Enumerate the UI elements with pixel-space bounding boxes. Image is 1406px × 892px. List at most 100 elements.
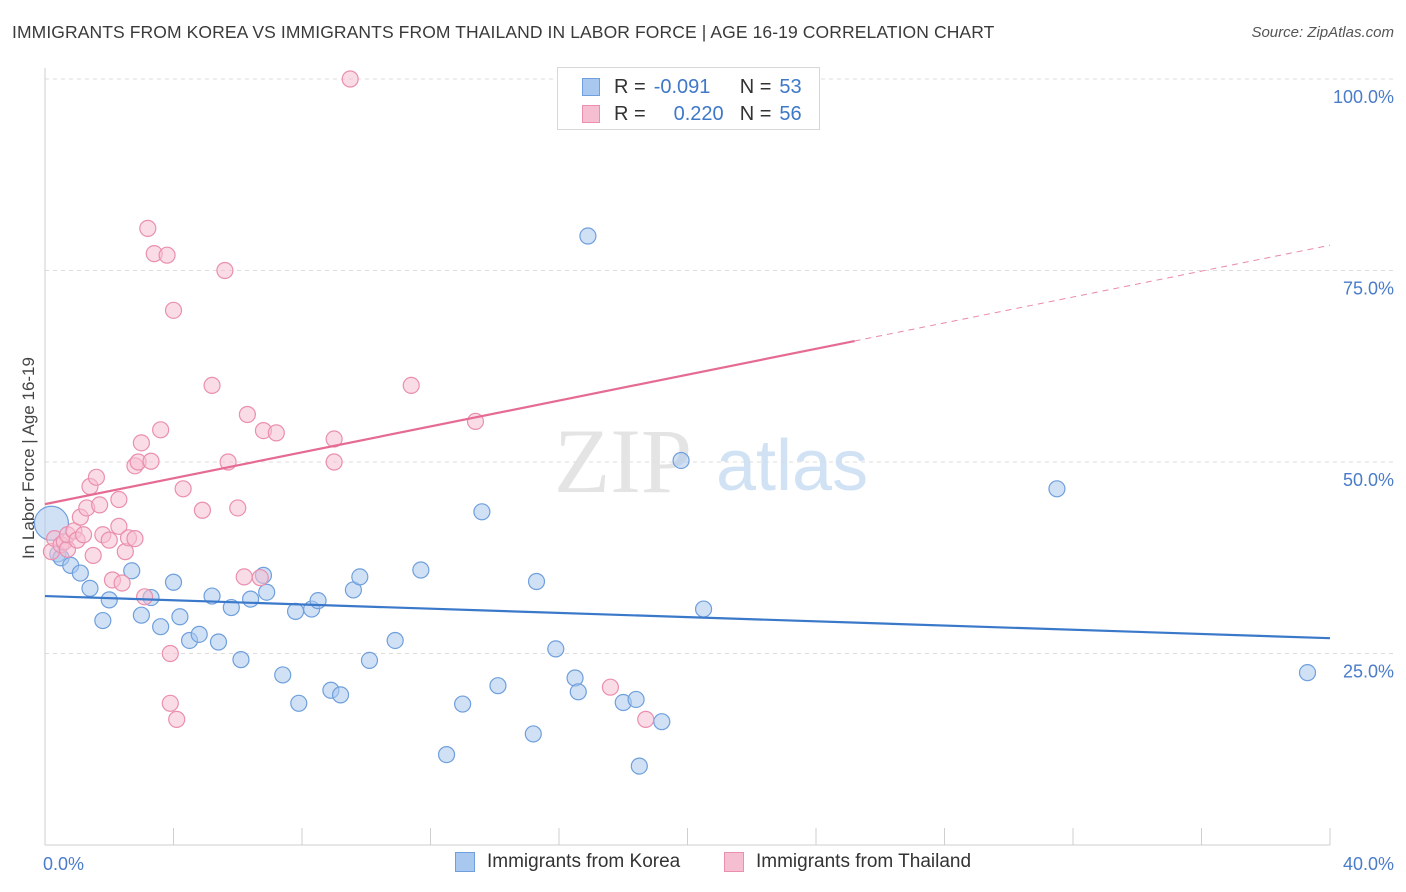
watermark-zip: ZIP bbox=[554, 410, 692, 512]
korea-point bbox=[222, 598, 240, 617]
korea-point bbox=[290, 694, 308, 712]
thailand-trend-line bbox=[44, 339, 855, 506]
korea-point bbox=[100, 591, 118, 609]
thailand-point bbox=[637, 710, 655, 728]
korea-point bbox=[171, 608, 189, 626]
thailand-n-label: N = bbox=[739, 102, 772, 125]
korea-point bbox=[524, 725, 542, 743]
korea-point bbox=[81, 579, 99, 597]
grid-lines bbox=[45, 78, 1394, 654]
stats-row-korea: R = -0.091 N = 53 bbox=[582, 76, 802, 98]
korea-point bbox=[152, 618, 170, 636]
korea-n-label: N = bbox=[739, 75, 772, 98]
thailand-point bbox=[91, 496, 109, 514]
y-axis-label: In Labor Force | Age 16-19 bbox=[19, 357, 38, 559]
korea-point bbox=[1048, 480, 1066, 498]
korea-r-value: -0.091 bbox=[653, 75, 711, 98]
korea-r-label: R = bbox=[614, 75, 646, 98]
korea-point bbox=[627, 690, 645, 709]
korea-point bbox=[579, 227, 597, 245]
thailand-point bbox=[139, 219, 157, 237]
korea-point bbox=[489, 677, 507, 695]
thailand-point bbox=[164, 301, 183, 319]
thailand-r-label: R = bbox=[614, 102, 646, 125]
thailand-point bbox=[126, 529, 144, 548]
thailand-point bbox=[402, 376, 420, 394]
korea-point bbox=[164, 573, 183, 591]
source-label: Source: ZipAtlas.com bbox=[1251, 24, 1394, 41]
thailand-r-value: 0.220 bbox=[673, 102, 724, 125]
korea-trend-line bbox=[44, 594, 1331, 640]
thailand-trend-extension bbox=[854, 244, 1331, 342]
legend-thailand-swatch bbox=[724, 852, 744, 872]
korea-point bbox=[132, 606, 150, 624]
korea-point bbox=[1298, 664, 1317, 682]
thailand-point bbox=[110, 517, 128, 535]
watermark: ZIP atlas bbox=[554, 410, 868, 512]
thailand-point bbox=[235, 568, 253, 586]
thailand-point bbox=[193, 501, 212, 519]
korea-point bbox=[694, 600, 713, 618]
thailand-point bbox=[87, 468, 106, 486]
korea-point bbox=[203, 587, 221, 605]
legend-korea-swatch bbox=[455, 852, 475, 872]
thailand-point bbox=[142, 452, 160, 470]
korea-n-value: 53 bbox=[779, 75, 802, 98]
legend-korea-label: Immigrants from Korea bbox=[487, 851, 681, 872]
y-tick-label: 100.0% bbox=[1333, 87, 1394, 107]
watermark-atlas: atlas bbox=[716, 426, 868, 506]
korea-point bbox=[527, 572, 546, 591]
korea-point bbox=[672, 451, 690, 470]
thailand-point bbox=[152, 421, 170, 439]
korea-point bbox=[437, 746, 456, 764]
korea-point bbox=[412, 561, 430, 579]
thailand-point bbox=[168, 710, 186, 728]
korea-point bbox=[386, 631, 404, 650]
thailand-n-value: 56 bbox=[779, 102, 802, 125]
thailand-point bbox=[113, 574, 131, 592]
korea-point bbox=[454, 695, 472, 713]
thailand-point bbox=[203, 376, 221, 394]
thailand-point bbox=[251, 569, 269, 587]
thailand-point bbox=[174, 480, 192, 498]
thailand-point bbox=[84, 546, 102, 565]
thailand-point bbox=[161, 694, 179, 712]
korea-point bbox=[286, 602, 305, 620]
legend-item-thailand[interactable]: Immigrants from Thailand bbox=[724, 851, 971, 873]
korea-point bbox=[630, 757, 648, 775]
korea-point bbox=[547, 640, 565, 658]
thailand-point bbox=[161, 644, 179, 663]
korea-point bbox=[569, 683, 587, 701]
thailand-point bbox=[132, 434, 150, 452]
korea-point bbox=[190, 625, 208, 643]
thailand-point bbox=[158, 246, 176, 264]
legend-item-korea[interactable]: Immigrants from Korea bbox=[455, 851, 680, 873]
legend-thailand-label: Immigrants from Thailand bbox=[756, 851, 972, 872]
korea-point bbox=[94, 611, 112, 630]
thailand-point bbox=[216, 261, 234, 280]
x-tick-label: 40.0% bbox=[1343, 854, 1394, 874]
korea-point bbox=[351, 568, 369, 586]
thailand-point bbox=[267, 424, 285, 442]
thailand-point bbox=[100, 531, 118, 549]
korea-point bbox=[71, 564, 89, 582]
thailand-point bbox=[601, 678, 620, 696]
chart-title: IMMIGRANTS FROM KOREA VS IMMIGRANTS FROM… bbox=[12, 22, 995, 42]
thailand-point bbox=[229, 499, 247, 517]
series-legend: Immigrants from Korea Immigrants from Th… bbox=[0, 851, 1406, 877]
y-tick-label: 25.0% bbox=[1343, 662, 1394, 682]
korea-point bbox=[653, 713, 671, 731]
stats-row-thailand: R = 0.220 N = 56 bbox=[582, 103, 802, 125]
y-tick-label: 50.0% bbox=[1343, 470, 1394, 490]
y-tick-label: 75.0% bbox=[1343, 279, 1394, 299]
trend-lines bbox=[44, 244, 1331, 640]
korea-swatch bbox=[582, 78, 600, 96]
korea-point bbox=[274, 666, 292, 684]
axes bbox=[44, 68, 1331, 846]
korea-point bbox=[209, 633, 228, 651]
stats-legend: R = -0.091 N = 53 R = 0.220 N = 56 bbox=[557, 67, 820, 130]
thailand-swatch bbox=[582, 105, 600, 123]
thailand-point bbox=[325, 430, 343, 448]
thailand-points bbox=[42, 70, 767, 728]
